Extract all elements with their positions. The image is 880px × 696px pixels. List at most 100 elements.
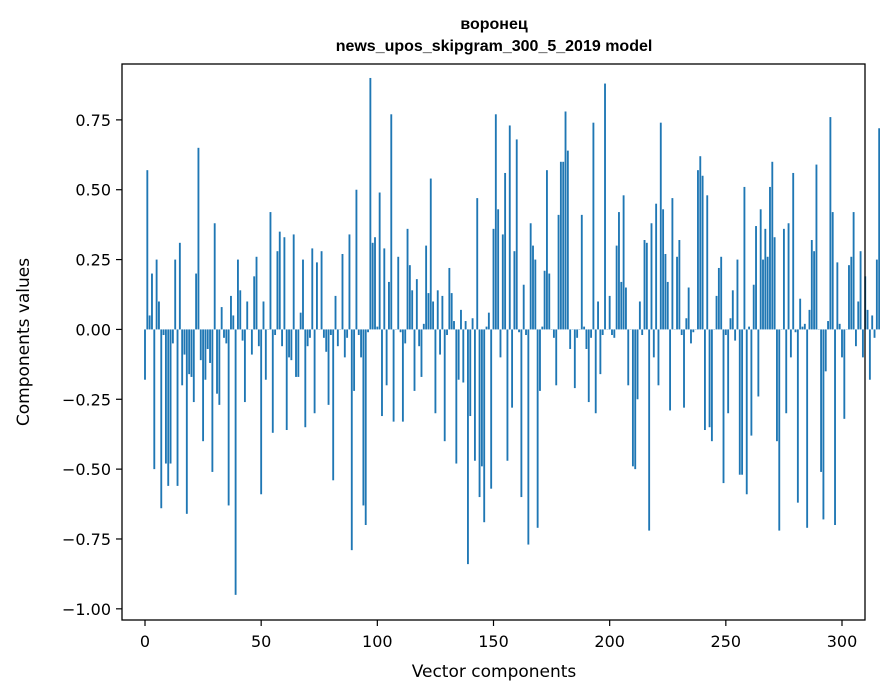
bar-component-144 [478,329,481,498]
bar-component-70 [306,329,309,347]
bar-component-224 [664,253,667,330]
bar-component-292 [822,329,825,520]
bar-component-203 [615,245,618,330]
bar-component-264 [757,329,760,397]
bar-component-19 [188,329,191,375]
bar-component-219 [652,329,655,358]
bar-component-166 [529,223,532,330]
y-tick-label: 0.00 [75,320,111,339]
bar-component-143 [476,198,479,330]
bar-component-0 [144,329,146,380]
bar-component-152 [497,209,500,330]
bar-component-210 [631,329,634,467]
bar-component-61 [285,329,288,431]
bar-component-106 [390,114,393,330]
bar-component-85 [341,253,344,330]
bar-component-130 [446,329,448,336]
bar-component-304 [850,256,853,330]
bar-component-151 [494,114,497,330]
bar-component-62 [288,329,290,358]
bar-component-254 [734,329,737,341]
bar-component-257 [741,329,744,475]
bar-component-159 [513,251,516,330]
y-tick-label: 0.25 [75,251,111,270]
bar-component-41 [239,290,242,330]
bar-component-236 [692,329,695,333]
bar-component-246 [715,295,718,330]
bar-component-280 [794,329,797,333]
bar-component-272 [776,329,778,442]
bar-component-112 [404,329,407,344]
bar-component-217 [648,329,651,531]
bar-component-147 [485,326,488,330]
bar-component-110 [399,329,402,333]
bar-component-163 [522,284,525,330]
bar-component-90 [353,329,356,391]
bar-component-231 [680,329,683,336]
bar-component-312 [868,329,871,380]
bar-component-113 [406,228,409,330]
bar-component-38 [232,315,235,330]
bar-component-17 [183,329,186,355]
x-tick-label: 150 [478,632,509,651]
bar-component-281 [796,329,799,503]
bar-component-34 [223,329,225,338]
bar-component-8 [162,329,165,336]
bar-component-40 [237,259,239,330]
bar-component-43 [243,329,246,403]
bar-component-142 [473,329,476,461]
bar-component-212 [636,329,639,400]
bar-component-211 [634,329,637,470]
bar-component-71 [309,329,311,338]
bar-component-129 [443,329,446,442]
bar-component-35 [225,329,228,344]
bar-component-176 [552,329,555,338]
bar-component-81 [332,329,335,481]
bar-component-15 [178,242,181,330]
bar-component-72 [311,248,314,330]
bar-component-182 [566,150,569,330]
bar-component-100 [376,326,379,330]
bar-component-96 [367,329,369,333]
bar-component-242 [706,195,709,330]
bar-component-171 [541,326,544,330]
bar-component-98 [371,242,374,330]
bar-component-262 [752,284,755,330]
bar-component-126 [436,290,439,330]
bar-component-9 [164,329,167,464]
bar-component-192 [590,329,593,338]
bar-component-140 [469,329,472,417]
bar-component-258 [743,186,746,330]
bar-component-155 [504,172,507,330]
bar-component-48 [255,256,258,330]
bar-component-89 [350,329,353,551]
bar-component-22 [195,273,198,330]
bar-component-161 [518,329,520,333]
y-tick-label: 0.75 [75,111,111,130]
y-tick-label: −0.75 [62,530,111,549]
bar-component-60 [283,237,286,330]
bar-component-162 [520,329,523,498]
bar-component-154 [501,234,504,330]
bar-component-101 [378,192,381,330]
y-axis-label: Components values [14,258,34,426]
bar-component-7 [160,329,163,509]
bar-component-222 [659,122,662,330]
bar-component-186 [576,329,579,338]
chart-title-line-2: news_upos_skipgram_300_5_2019 model [336,38,653,55]
bar-component-225 [666,281,669,330]
bar-component-158 [511,329,514,408]
bar-component-12 [171,329,174,344]
bar-component-266 [762,259,764,330]
bar-component-279 [792,172,795,330]
bar-component-180 [562,161,565,330]
bar-component-25 [202,329,205,442]
bar-component-104 [385,329,388,386]
bar-component-47 [253,276,256,330]
bar-component-233 [685,318,688,330]
bar-component-256 [738,329,741,475]
x-tick-label: 300 [827,632,858,651]
bar-component-150 [492,228,495,330]
bar-component-114 [408,265,411,330]
